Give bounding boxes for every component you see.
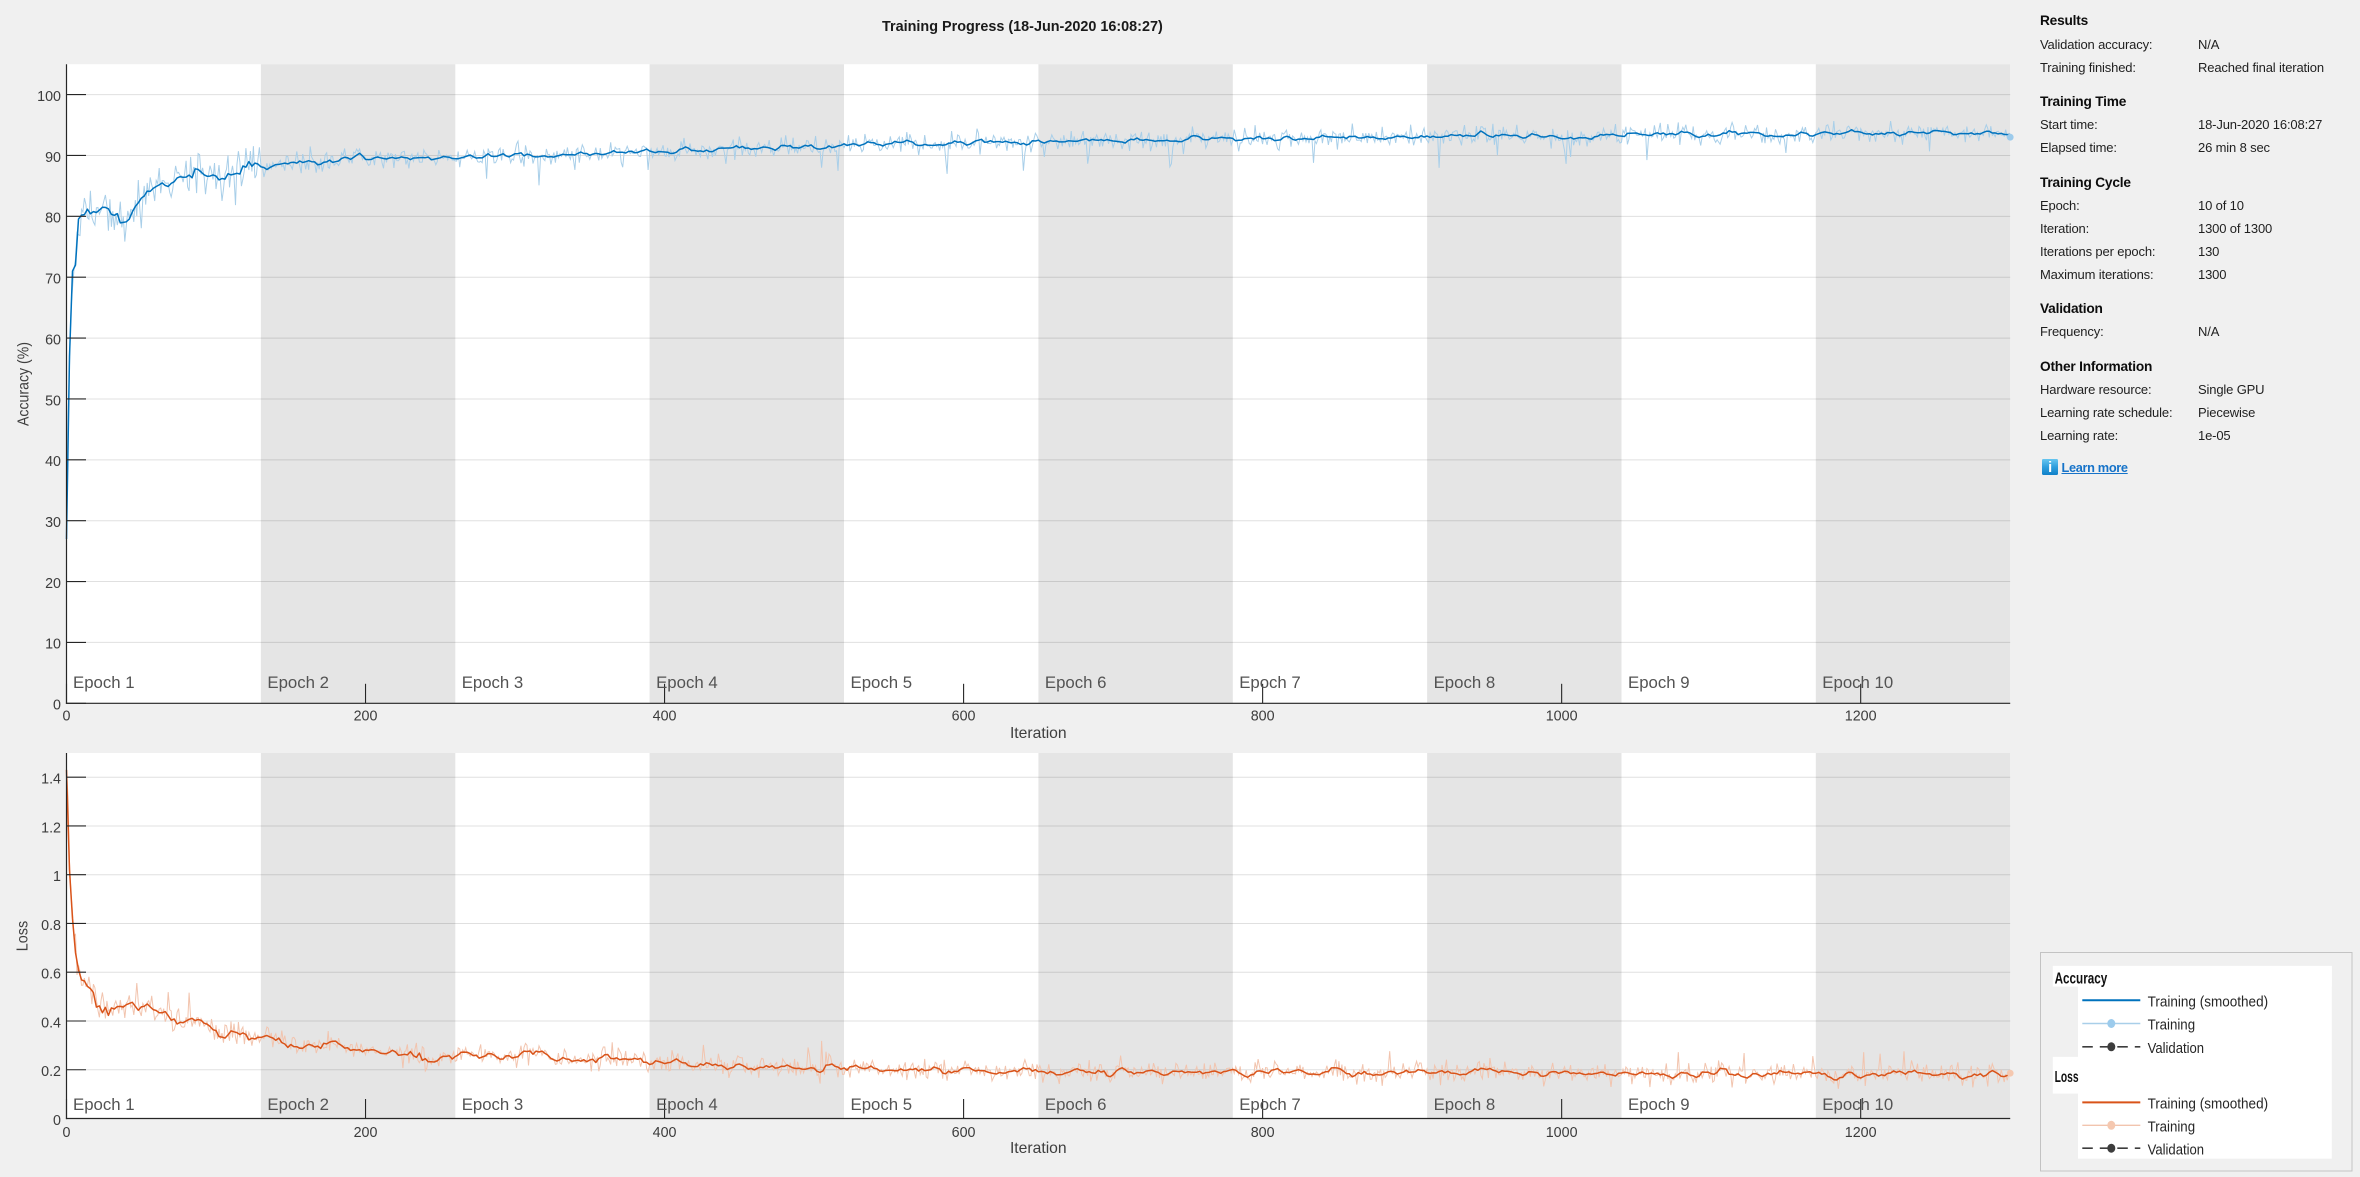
svg-text:1.2: 1.2 [41, 820, 61, 836]
svg-text:0: 0 [53, 1113, 61, 1129]
svg-text:Epoch 1: Epoch 1 [73, 1095, 135, 1114]
svg-text:600: 600 [952, 708, 976, 724]
svg-text:80: 80 [45, 211, 61, 227]
svg-text:0.6: 0.6 [41, 967, 61, 983]
svg-text:1: 1 [53, 869, 61, 885]
svg-text:60: 60 [45, 332, 61, 348]
svg-text:400: 400 [653, 708, 677, 724]
svg-text:0.4: 0.4 [41, 1015, 61, 1031]
svg-text:Validation: Validation [2148, 1142, 2205, 1158]
svg-text:Iteration: Iteration [1010, 1140, 1067, 1157]
svg-text:0: 0 [53, 698, 61, 714]
svg-text:200: 200 [354, 1125, 378, 1141]
svg-text:Epoch 10: Epoch 10 [1822, 673, 1893, 692]
svg-text:0.2: 0.2 [41, 1064, 61, 1080]
svg-text:Epoch 6: Epoch 6 [1045, 673, 1107, 692]
svg-text:Epoch 7: Epoch 7 [1239, 673, 1301, 692]
svg-text:1200: 1200 [1845, 708, 1877, 724]
svg-text:40: 40 [45, 454, 61, 470]
svg-text:1.4: 1.4 [41, 772, 61, 788]
svg-text:Epoch 7: Epoch 7 [1239, 1095, 1301, 1114]
svg-text:i: i [2048, 460, 2052, 475]
svg-text:Epoch 4: Epoch 4 [656, 673, 718, 692]
svg-text:Epoch 8: Epoch 8 [1434, 673, 1496, 692]
svg-text:Accuracy (%): Accuracy (%) [16, 342, 33, 426]
svg-text:Epoch 1: Epoch 1 [73, 673, 135, 692]
svg-text:Epoch 3: Epoch 3 [462, 673, 524, 692]
svg-text:Epoch 6: Epoch 6 [1045, 1095, 1107, 1114]
svg-text:Epoch 2: Epoch 2 [267, 673, 329, 692]
svg-text:10: 10 [45, 637, 61, 653]
svg-text:30: 30 [45, 515, 61, 531]
svg-text:1000: 1000 [1546, 708, 1578, 724]
svg-text:Epoch 5: Epoch 5 [851, 673, 913, 692]
svg-text:800: 800 [1251, 708, 1275, 724]
svg-text:Training (smoothed): Training (smoothed) [2148, 1097, 2269, 1113]
svg-text:Epoch 9: Epoch 9 [1628, 1095, 1690, 1114]
svg-text:Training: Training [2148, 1120, 2196, 1136]
svg-text:Accuracy: Accuracy [2055, 971, 2108, 988]
svg-text:100: 100 [37, 89, 61, 105]
svg-text:800: 800 [1251, 1125, 1275, 1141]
svg-text:Iteration: Iteration [1010, 725, 1067, 742]
svg-text:90: 90 [45, 150, 61, 166]
svg-text:0.8: 0.8 [41, 918, 61, 934]
svg-text:200: 200 [354, 708, 378, 724]
svg-text:Loss: Loss [15, 921, 32, 952]
svg-text:1200: 1200 [1845, 1125, 1877, 1141]
svg-text:Epoch 5: Epoch 5 [851, 1095, 913, 1114]
svg-text:Epoch 3: Epoch 3 [462, 1095, 524, 1114]
svg-text:Epoch 10: Epoch 10 [1822, 1095, 1893, 1114]
svg-text:Training (smoothed): Training (smoothed) [2148, 994, 2269, 1010]
svg-text:0: 0 [63, 1125, 71, 1141]
svg-text:Epoch 9: Epoch 9 [1628, 673, 1690, 692]
svg-text:20: 20 [45, 576, 61, 592]
svg-text:0: 0 [63, 708, 71, 724]
svg-text:Epoch 8: Epoch 8 [1434, 1095, 1496, 1114]
svg-text:70: 70 [45, 272, 61, 288]
svg-text:Training Progress (18-Jun-2020: Training Progress (18-Jun-2020 16:08:27) [882, 19, 1163, 35]
svg-text:Loss: Loss [2055, 1069, 2079, 1086]
svg-text:400: 400 [653, 1125, 677, 1141]
svg-text:600: 600 [952, 1125, 976, 1141]
svg-text:Training: Training [2148, 1018, 2196, 1034]
svg-text:Validation: Validation [2148, 1041, 2205, 1057]
svg-text:Epoch 2: Epoch 2 [267, 1095, 329, 1114]
svg-text:1000: 1000 [1546, 1125, 1578, 1141]
svg-text:50: 50 [45, 393, 61, 409]
svg-text:Epoch 4: Epoch 4 [656, 1095, 718, 1114]
